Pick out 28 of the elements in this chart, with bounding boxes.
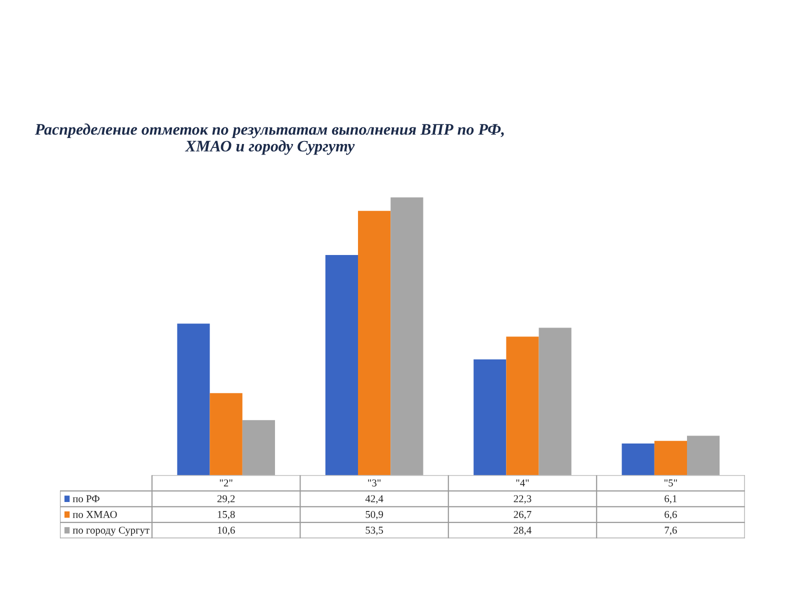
bar <box>622 444 654 476</box>
bar <box>358 210 391 476</box>
bar <box>325 255 358 476</box>
data-label: 42,4 <box>365 495 384 504</box>
data-label: 29,2 <box>217 495 235 504</box>
data-label: 15,8 <box>218 510 235 520</box>
data-label: 6,6 <box>664 510 677 520</box>
legend-label: по городу Сургут <box>72 526 150 536</box>
bar <box>654 440 687 476</box>
bar <box>210 393 242 476</box>
x-tick-label: "4" <box>516 480 529 486</box>
legend-label: по ХМАО <box>72 510 117 518</box>
bar <box>474 359 506 476</box>
data-label: 26,7 <box>514 510 532 520</box>
data-label: 28,4 <box>514 526 532 536</box>
bar <box>506 336 539 476</box>
x-tick-label: "2" <box>220 479 232 486</box>
data-label: 50,9 <box>366 510 383 520</box>
data-label: 7,6 <box>664 526 677 536</box>
data-label: 22,3 <box>514 495 532 504</box>
legend-label: по РФ <box>72 495 100 502</box>
data-label: 6,1 <box>664 495 677 504</box>
chart-title: Распределение отметок по результатам выполнения ВПР по РФ, ХМАО и городу Сургуту <box>34 124 504 155</box>
data-label: 53,5 <box>366 526 384 536</box>
x-tick-label: "3" <box>368 479 381 486</box>
bar <box>177 324 210 476</box>
data-label: 10,6 <box>218 526 235 536</box>
x-tick-label: "5" <box>664 480 677 486</box>
